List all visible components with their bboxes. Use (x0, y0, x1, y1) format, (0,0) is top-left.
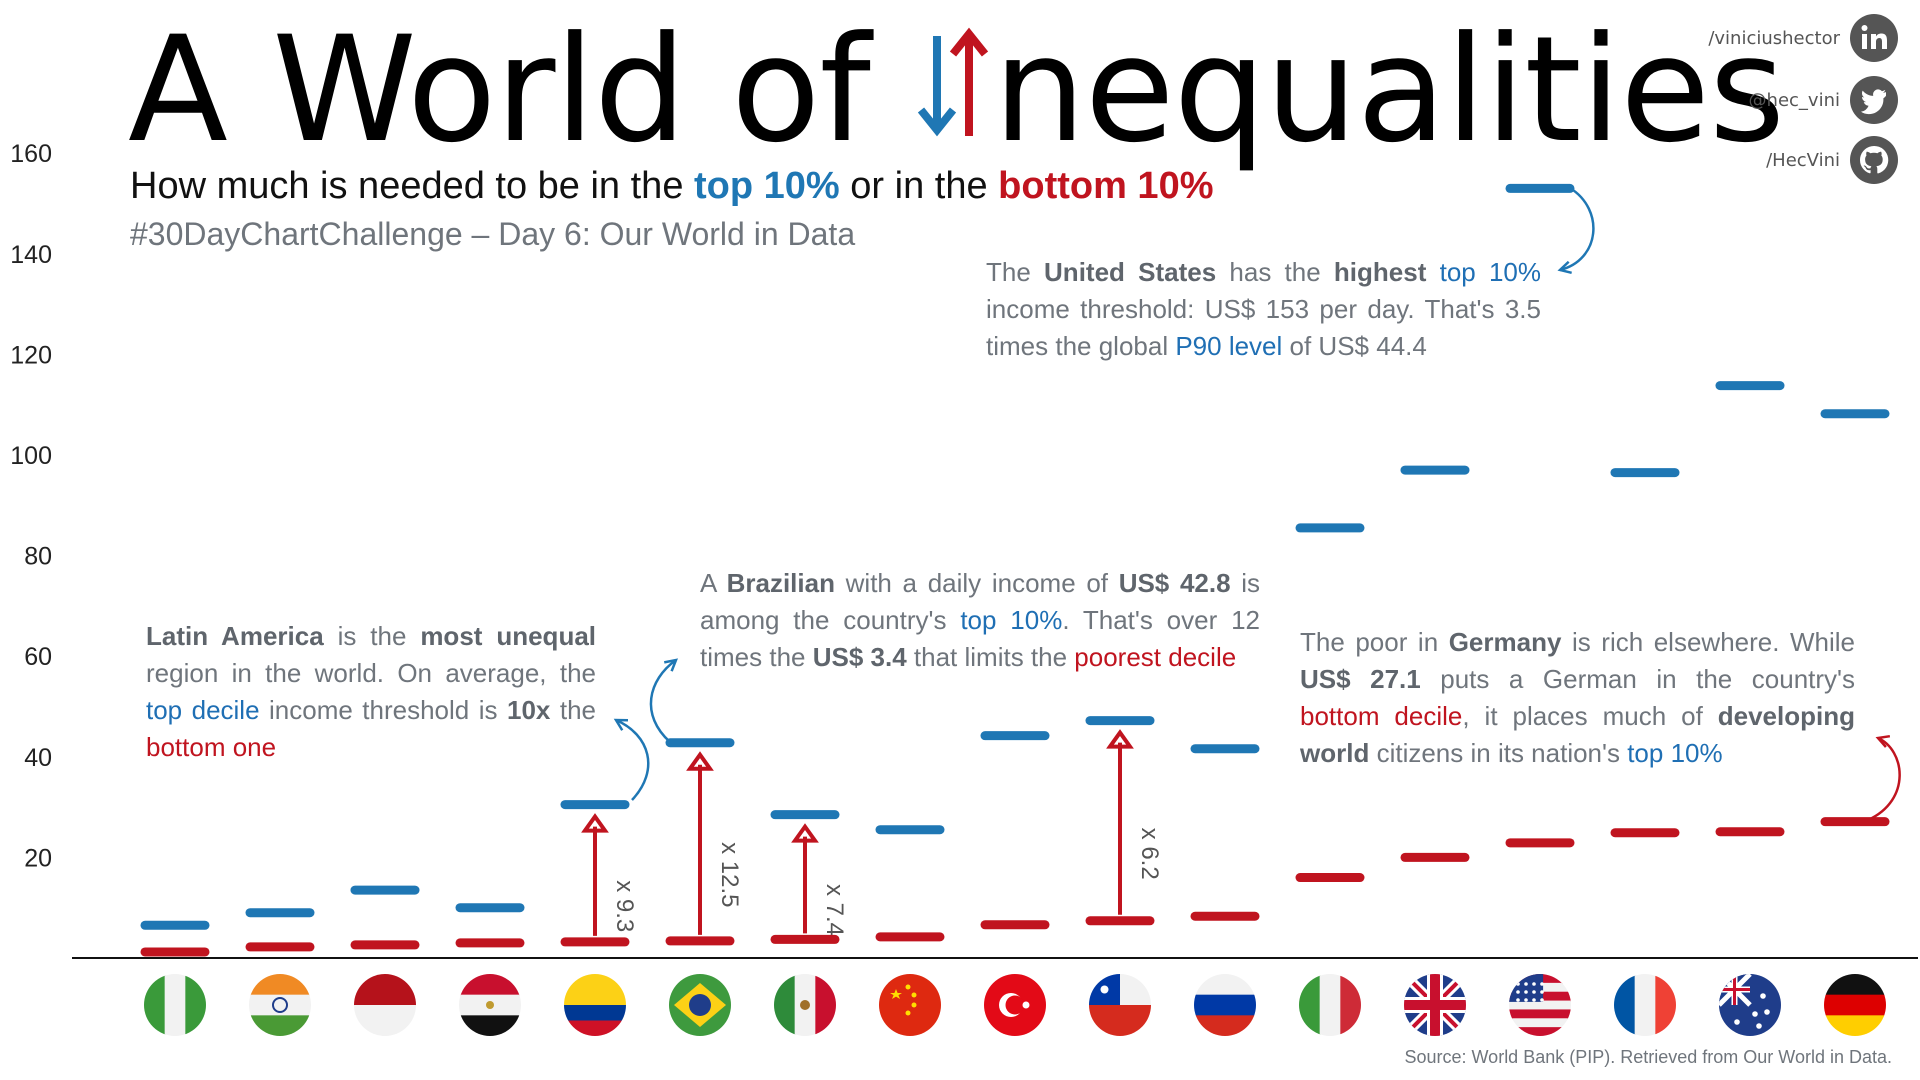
colombia-flag-icon (564, 974, 626, 1036)
italy-flag-icon (1299, 974, 1361, 1036)
y-tick-label: 80 (24, 543, 52, 571)
france-flag-icon (1614, 974, 1676, 1036)
australia-flag-icon (1719, 974, 1781, 1036)
y-tick-label: 160 (10, 140, 52, 168)
annotation-arrowhead-united-states (1557, 260, 1572, 275)
ratio-label: x 12.5 (716, 842, 743, 907)
annotation-united-states: The United States has the highest top 10… (986, 257, 1542, 361)
ratio-label: x 7.4 (821, 884, 848, 936)
y-tick-label: 60 (24, 643, 52, 671)
nigeria-flag-icon (144, 974, 206, 1036)
twitter-icon (1850, 76, 1898, 124)
annotation-brazil: A Brazilian with a daily income of US$ 4… (700, 568, 1260, 672)
y-tick-label: 100 (10, 442, 52, 470)
ratio-label: x 6.2 (1136, 828, 1163, 880)
ratio-arrow-head (791, 823, 819, 843)
annotation-arrow-brazil (649, 658, 677, 743)
russia-flag-icon (1194, 974, 1256, 1036)
annotation-arrow-colombia (615, 718, 650, 801)
page-title: A World of nequalities (128, 5, 1785, 175)
annotation-arrowhead-brazil (663, 658, 678, 672)
ratio-arrow-head (581, 813, 609, 833)
page-caption: #30DayChartChallenge – Day 6: Our World … (130, 216, 856, 252)
ratio-label: x 9.3 (611, 880, 638, 932)
indonesia-flag-icon (354, 974, 416, 1036)
egypt-flag-icon (459, 974, 521, 1036)
chile-flag-icon (1089, 974, 1151, 1036)
ratio-arrow-head (1106, 729, 1134, 749)
mexico-flag-icon (774, 974, 836, 1036)
annotation-germany: The poor in Germany is rich elsewhere. W… (1300, 627, 1856, 768)
united-kingdom-flag-icon (1404, 974, 1466, 1036)
source-note: Source: World Bank (PIP). Retrieved from… (1404, 1047, 1892, 1067)
united-states-flag-icon (1509, 974, 1571, 1036)
annotation-arrowhead-colombia (613, 718, 629, 731)
germany-flag-icon (1824, 974, 1886, 1036)
github-link[interactable]: /HecVini (1766, 136, 1898, 184)
turkey-flag-icon (984, 974, 1046, 1036)
india-flag-icon (249, 974, 311, 1036)
ratio-arrow-head (686, 751, 714, 771)
linkedin-link[interactable]: /viniciushector (1708, 14, 1898, 62)
annotation-latin-america: Latin America is the most unequal region… (146, 621, 597, 762)
china-flag-icon (879, 974, 941, 1036)
y-tick-label: 120 (10, 341, 52, 369)
y-tick-label: 40 (24, 744, 52, 772)
page-subtitle: How much is needed to be in the top 10% … (130, 165, 1214, 207)
linkedin-icon (1850, 14, 1898, 62)
y-tick-label: 20 (24, 844, 52, 872)
annotation-arrowhead-germany (1875, 734, 1891, 748)
brazil-flag-icon (669, 974, 731, 1036)
y-tick-label: 140 (10, 241, 52, 269)
twitter-link[interactable]: @hec_vini (1749, 76, 1898, 124)
github-icon (1850, 136, 1898, 184)
annotation-arrow-united-states (1559, 186, 1595, 272)
annotation-arrow-germany (1867, 736, 1901, 822)
up-down-arrows-icon (918, 27, 989, 137)
